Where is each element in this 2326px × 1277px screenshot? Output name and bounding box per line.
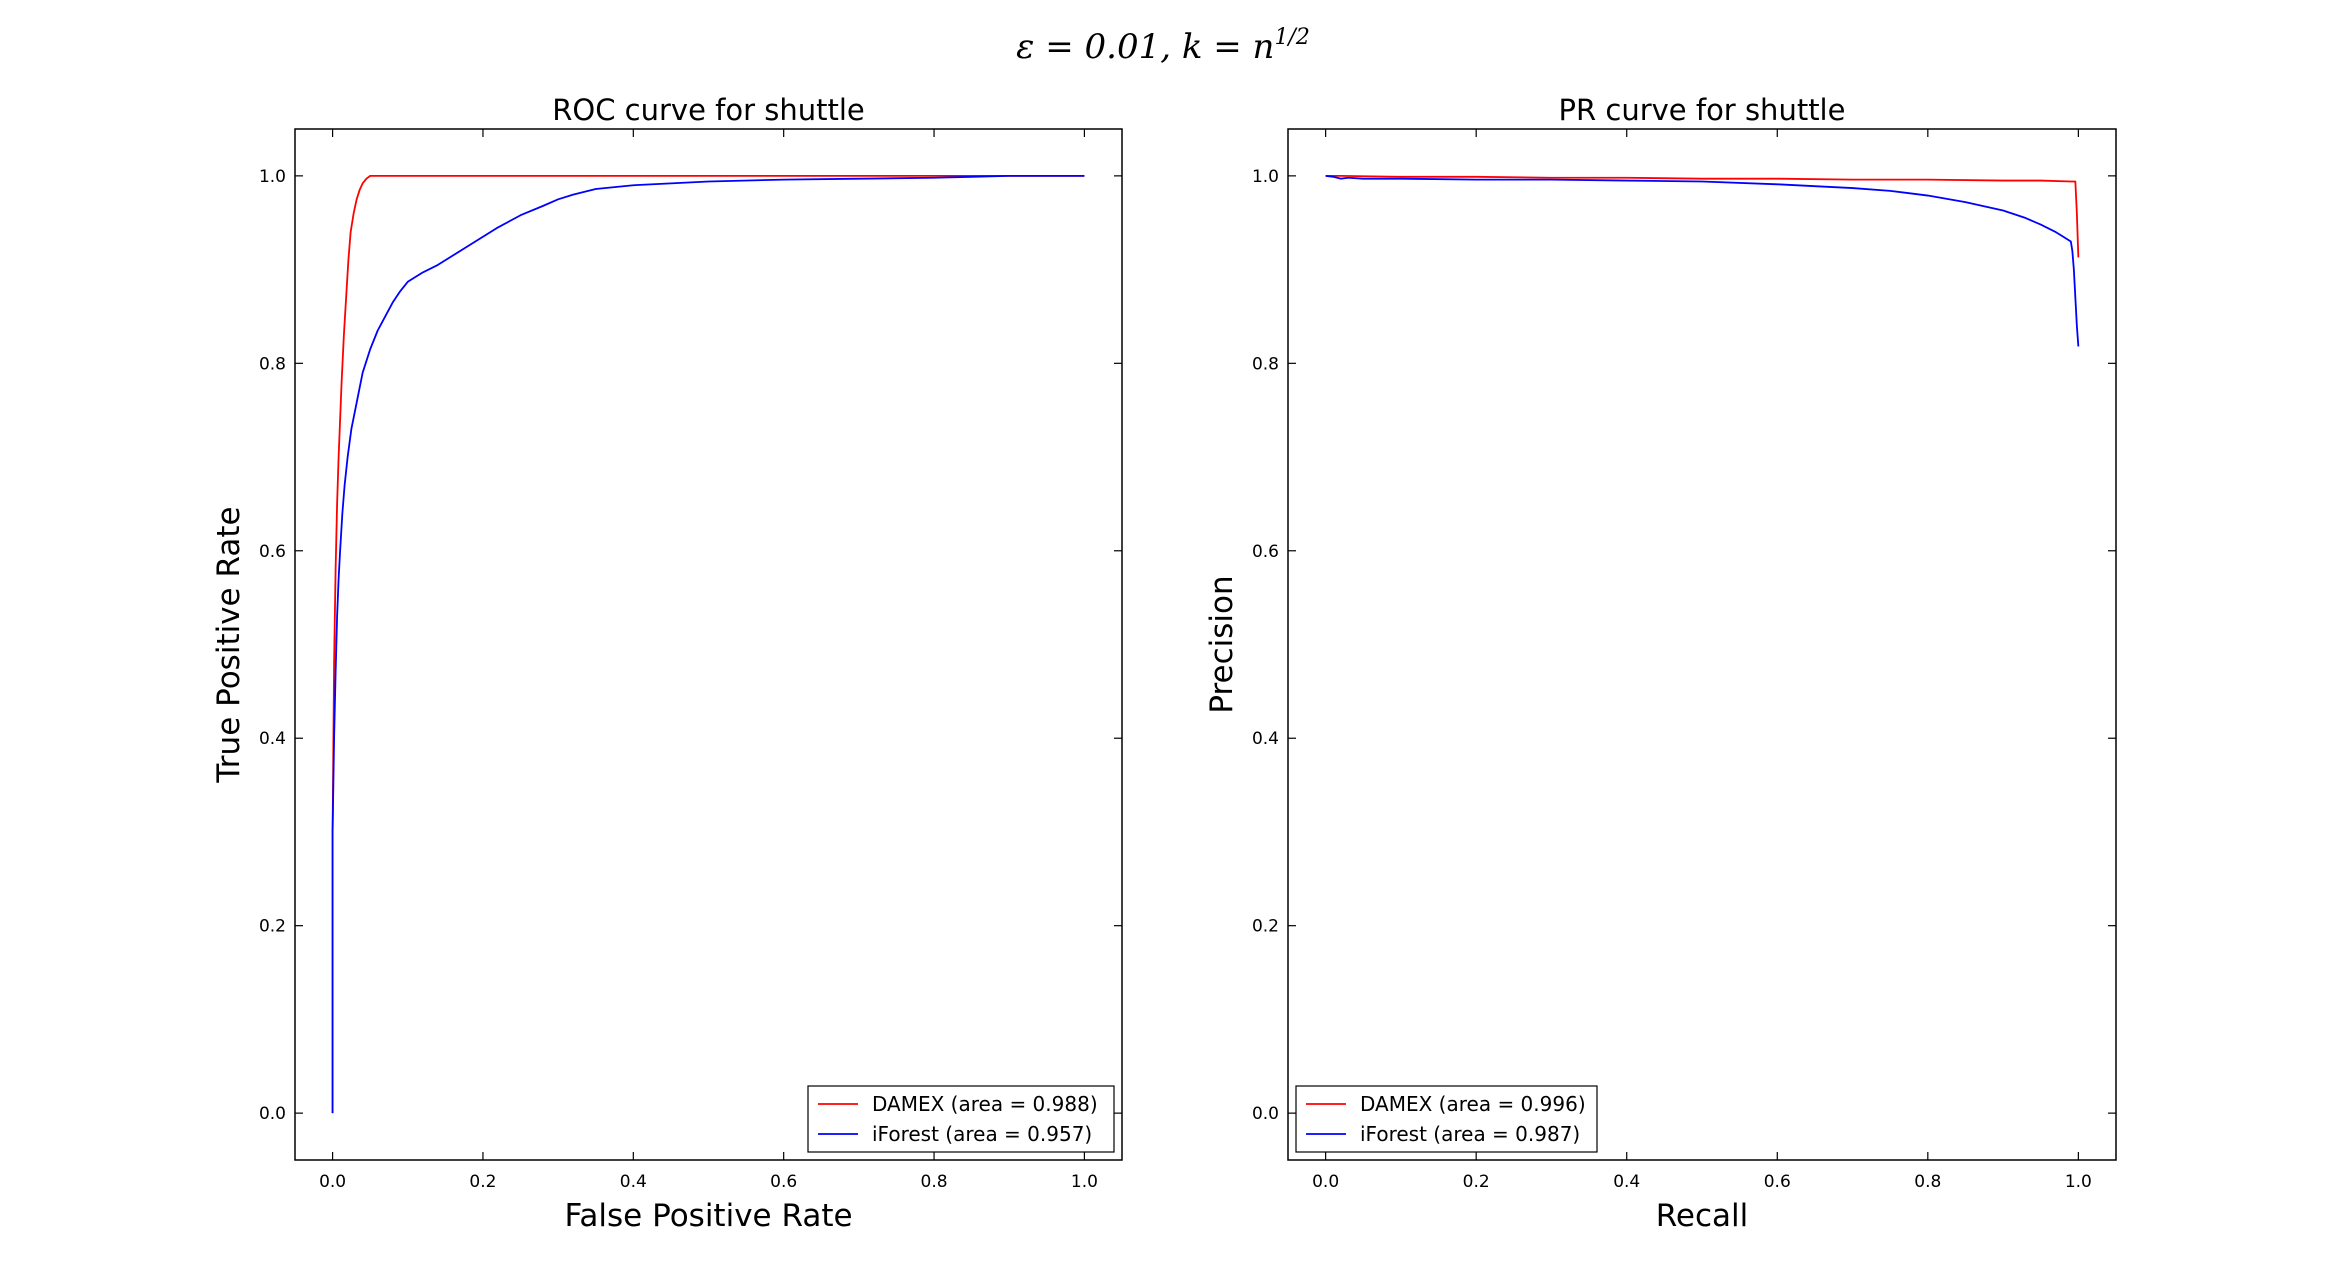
pr-x-tick-label: 0.8 [1914, 1172, 1941, 1192]
roc-legend-label: DAMEX (area = 0.988) [872, 1092, 1098, 1116]
roc-chart-title: ROC curve for shuttle [552, 93, 865, 127]
roc-legend: DAMEX (area = 0.988) iForest (area = 0.95… [807, 1085, 1115, 1153]
roc-legend-label: iForest (area = 0.957) [872, 1122, 1092, 1146]
pr-legend: DAMEX (area = 0.996) iForest (area = 0.98… [1295, 1085, 1598, 1153]
roc-plot-frame [294, 128, 1123, 1161]
pr-legend-box [1295, 1085, 1598, 1153]
pr-legend-label: iForest (area = 0.987) [1360, 1122, 1580, 1146]
roc-x-tick-label: 0.2 [469, 1172, 496, 1192]
roc-y-tick-label: 0.0 [259, 1104, 286, 1124]
pr-plot-frame [1287, 128, 2117, 1161]
roc-y-tick-label: 0.6 [259, 542, 286, 562]
roc-y-axis-label: True Positive Rate [211, 506, 247, 783]
roc-x-tick-label: 0.0 [319, 1172, 346, 1192]
suptitle-main: ε = 0.01, k = n [1016, 27, 1274, 67]
roc-y-tick-label: 0.4 [259, 729, 286, 749]
figure-suptitle: ε = 0.01, k = n1/2 [1016, 25, 1310, 67]
suptitle-superscript: 1/2 [1274, 25, 1309, 50]
pr-series-line-damex [1325, 174, 2080, 258]
roc-x-tick-label: 0.8 [921, 1172, 948, 1192]
roc-x-tick-label: 0.4 [620, 1172, 647, 1192]
pr-x-tick-label: 0.0 [1312, 1172, 1339, 1192]
pr-y-tick-label: 0.0 [1252, 1104, 1279, 1124]
pr-x-tick-label: 0.2 [1463, 1172, 1490, 1192]
roc-series-line-iforest [331, 174, 1085, 1114]
pr-chart-title: PR curve for shuttle [1559, 93, 1846, 127]
roc-x-axis-label: False Positive Rate [564, 1198, 852, 1234]
pr-chart: 0.0 0.2 0.4 0.6 0.8 1.0 0.0 0.2 0.4 0.6 0.8 1.0 PR c… [1204, 93, 2117, 1234]
pr-y-tick-label: 0.2 [1252, 917, 1279, 937]
roc-y-tick-label: 0.2 [259, 917, 286, 937]
pr-series-line-iforest [1325, 174, 2080, 347]
roc-y-tick-label: 1.0 [259, 167, 286, 187]
pr-x-tick-label: 0.6 [1764, 1172, 1791, 1192]
pr-y-tick-label: 0.8 [1252, 354, 1279, 374]
roc-y-tick-label: 0.8 [259, 354, 286, 374]
pr-x-tick-label: 0.4 [1613, 1172, 1640, 1192]
pr-y-axis-label: Precision [1204, 575, 1240, 713]
pr-x-axis-label: Recall [1656, 1198, 1749, 1234]
roc-chart: 0.0 0.2 0.4 0.6 0.8 1.0 0.0 0.2 0.4 0.6 0.8 1.0 ROC … [211, 93, 1123, 1234]
pr-y-tick-label: 0.4 [1252, 729, 1279, 749]
roc-x-tick-label: 1.0 [1071, 1172, 1098, 1192]
roc-x-tick-label: 0.6 [770, 1172, 797, 1192]
pr-x-tick-label: 1.0 [2065, 1172, 2092, 1192]
pr-y-tick-label: 0.6 [1252, 542, 1279, 562]
pr-y-tick-label: 1.0 [1252, 167, 1279, 187]
pr-legend-label: DAMEX (area = 0.996) [1360, 1092, 1586, 1116]
roc-legend-box [807, 1085, 1115, 1153]
roc-series-line-damex [331, 174, 1085, 1114]
